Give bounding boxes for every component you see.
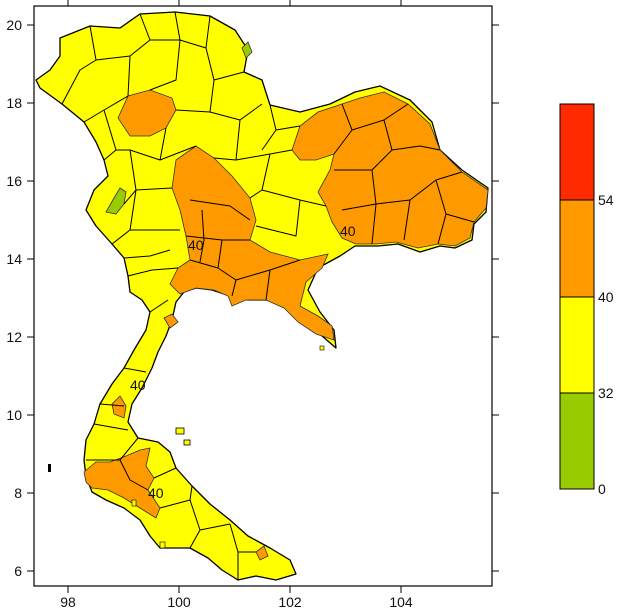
zone-orange-layer: [83, 89, 489, 561]
zone-green-north: [241, 41, 253, 59]
legend-label: 40: [598, 289, 614, 305]
zone-northeast: [291, 91, 489, 249]
contour-label: 40: [130, 377, 146, 393]
y-tick-label: 18: [6, 95, 22, 111]
y-tick-label: 10: [6, 407, 22, 423]
map-frame: [33, 5, 493, 587]
y-tick-label: 8: [14, 485, 22, 501]
legend-swatch-high: [559, 199, 595, 298]
x-tick-label: 104: [389, 594, 413, 610]
y-axis: 20 18 16 14 12 10 8 6: [6, 17, 499, 579]
legend-swatch-top: [559, 103, 595, 201]
x-tick-label: 102: [278, 594, 302, 610]
zone-green-west: [105, 187, 127, 215]
zone-green-layer: [105, 41, 253, 215]
contour-label: 40: [340, 223, 356, 239]
zone-south-2: [111, 395, 127, 419]
legend-swatch-mid: [559, 296, 595, 394]
y-tick-label: 6: [14, 563, 22, 579]
x-tick-label: 98: [60, 594, 76, 610]
x-axis: 98 100 102 104: [60, 0, 413, 610]
y-tick-label: 14: [6, 251, 22, 267]
zone-central: [169, 145, 335, 341]
y-tick-label: 12: [6, 329, 22, 345]
y-tick-label: 20: [6, 17, 22, 33]
legend-label: 32: [598, 385, 614, 401]
contour-labels: 40 40 40 40: [130, 223, 356, 501]
zone-south-3: [163, 313, 179, 329]
y-tick-label: 16: [6, 173, 22, 189]
islands: [48, 345, 325, 549]
province-boundaries: [61, 11, 475, 580]
contour-label: 40: [148, 485, 164, 501]
legend-swatch-low: [559, 392, 595, 490]
legend-label: 54: [598, 192, 614, 208]
contour-label: 40: [188, 237, 204, 253]
legend: 54 40 32 0: [559, 103, 614, 497]
zone-south-4: [255, 545, 269, 561]
x-tick-label: 100: [167, 594, 191, 610]
legend-label: 0: [598, 481, 606, 497]
